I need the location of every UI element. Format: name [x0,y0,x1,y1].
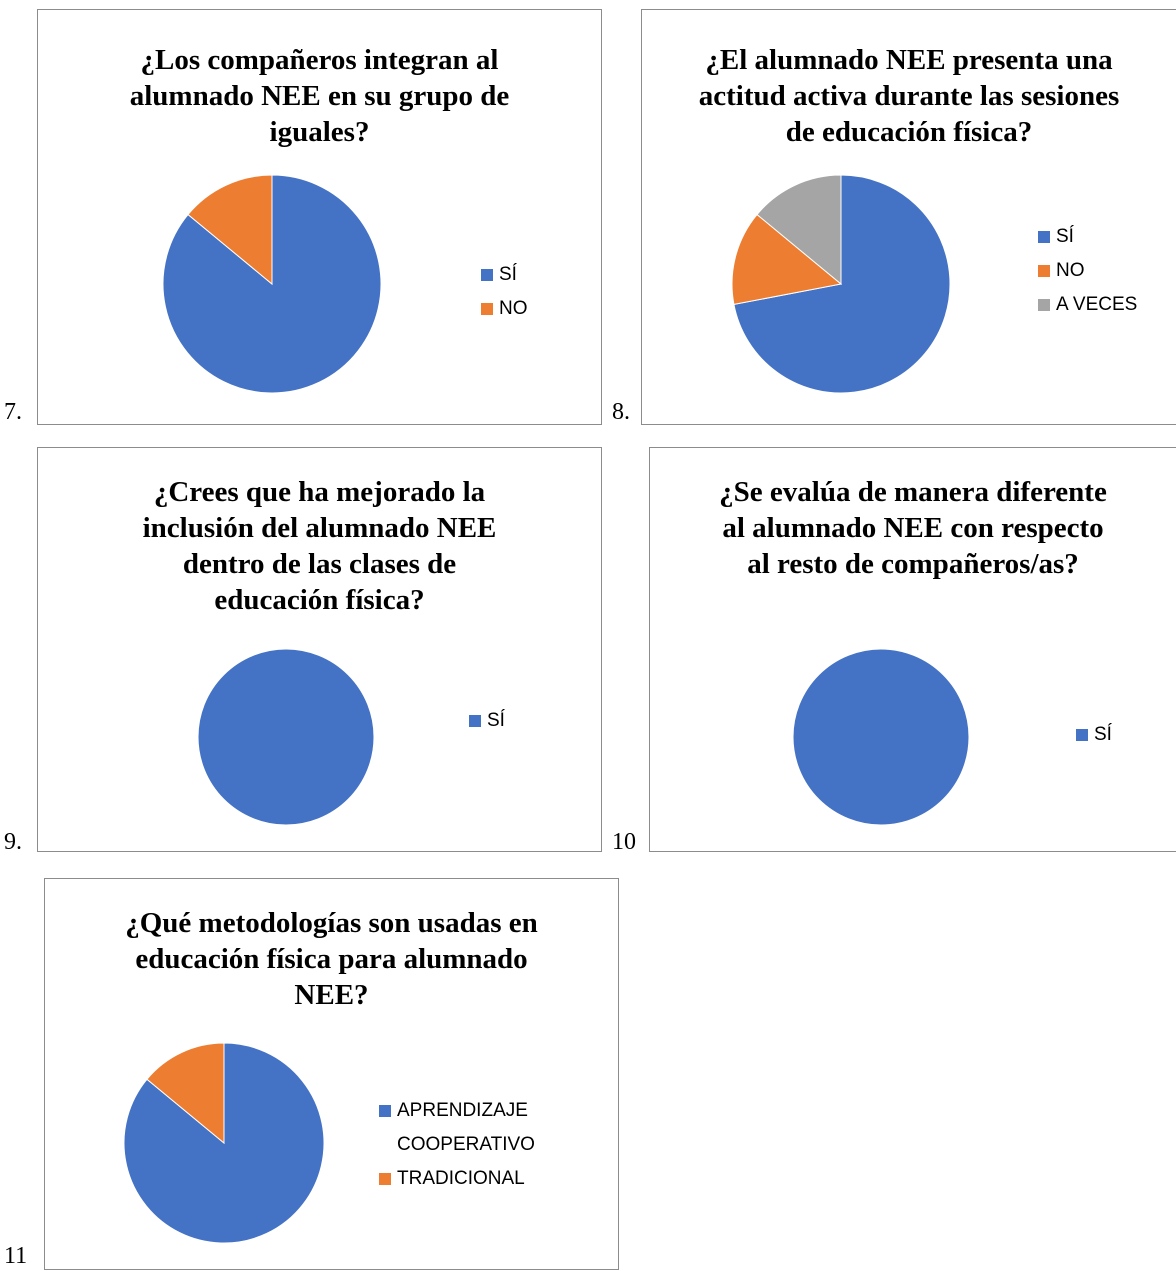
legend: SÍ [469,704,505,738]
chart-title: ¿Qué metodologías son usadas en educació… [125,907,538,1011]
pie-chart-11: ¿Qué metodologías son usadas en educació… [44,878,619,1270]
legend-swatch [469,715,481,727]
legend-label: TRADICIONAL [397,1168,525,1189]
figure-number-7: 7. [4,399,22,425]
pie-slice-s [197,648,375,826]
chart-title: ¿El alumnado NEE presenta una actitud ac… [698,44,1120,148]
legend-label: SÍ [1056,226,1074,247]
legend: APRENDIZAJE COOPERATIVO TRADICIONAL [379,1094,535,1196]
legend-label: SÍ [487,710,505,731]
pie-slice-s [733,174,951,394]
pie-svg [731,174,951,394]
legend-label: NO [1056,260,1085,281]
legend-label: NO [499,298,528,319]
pie-chart-9: ¿Crees que ha mejorado la inclusión del … [37,447,602,852]
pie-svg [162,174,382,394]
pie-chart-7: ¿Los compañeros integran al alumnado NEE… [37,9,602,425]
legend-label: SÍ [499,264,517,285]
legend-item-aprendizaje-cooperativo: APRENDIZAJE COOPERATIVO [379,1094,535,1162]
legend: SÍ NO [481,258,528,326]
legend-item-s: SÍ [1076,718,1112,752]
pie-svg [792,648,970,826]
pie-slice-tradicional [146,1042,225,1145]
legend-swatch [379,1105,391,1117]
pie-slice-a-veces [756,174,842,286]
legend-item-s: SÍ [481,258,528,292]
legend-swatch [1038,231,1050,243]
legend-swatch [379,1173,391,1185]
pie-chart-8: ¿El alumnado NEE presenta una actitud ac… [641,9,1176,425]
legend-label: APRENDIZAJE COOPERATIVO [397,1100,535,1155]
pie-slice-no [187,174,273,286]
figure-number-9: 9. [4,829,22,855]
legend: SÍ [1076,718,1112,752]
legend-swatch [1038,299,1050,311]
legend-swatch [1038,265,1050,277]
legend-label: A VECES [1056,294,1138,315]
legend: SÍ NO A VECES [1038,220,1137,322]
figure-number-10: 10 [612,829,636,855]
figure-number-11: 11 [4,1243,28,1269]
legend-item-no: NO [1038,254,1137,288]
legend-swatch [1076,729,1088,741]
chart-title: ¿Crees que ha mejorado la inclusión del … [142,476,497,616]
pie-svg [123,1042,325,1244]
pie-slice-s [792,648,970,826]
legend-label: SÍ [1094,724,1112,745]
legend-swatch [481,303,493,315]
legend-item-s: SÍ [1038,220,1137,254]
chart-title: ¿Se evalúa de manera diferente al alumna… [719,476,1107,580]
legend-swatch [481,269,493,281]
pie-chart-10: ¿Se evalúa de manera diferente al alumna… [649,447,1176,852]
legend-item-no: NO [481,292,528,326]
figure-number-8: 8. [612,399,630,425]
pie-slice-no [731,213,843,306]
chart-title: ¿Los compañeros integran al alumnado NEE… [129,44,510,148]
legend-item-tradicional: TRADICIONAL [379,1162,535,1196]
legend-item-a-veces: A VECES [1038,288,1137,322]
legend-item-s: SÍ [469,704,505,738]
pie-svg [197,648,375,826]
